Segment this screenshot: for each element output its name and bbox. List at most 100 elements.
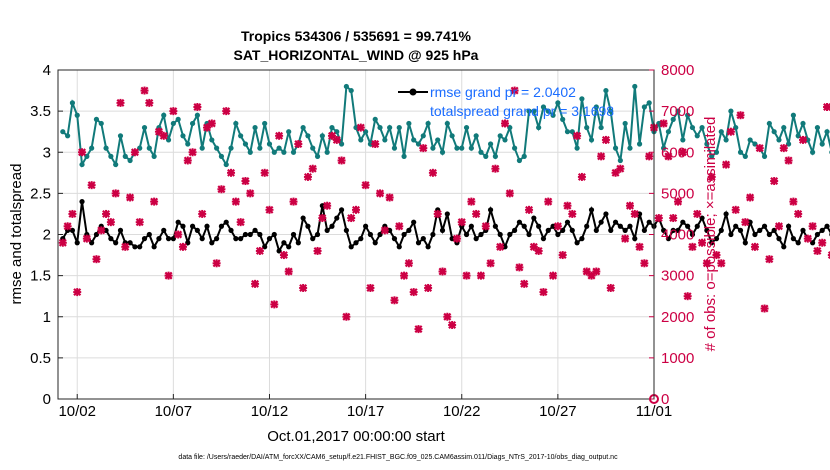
rmse-point [463,231,470,238]
totalspread-point [310,145,316,151]
rmse-point [521,223,527,229]
rmse-point [156,236,162,242]
obs-assimilated-point [808,222,817,231]
totalspread-point [329,124,335,131]
totalspread-point [617,157,623,164]
totalspread-point [382,137,388,143]
totalspread-point [670,116,676,122]
totalspread-point [612,145,619,151]
y-tick-label-right: 3000 [661,268,694,285]
obs-assimilated-point [130,148,139,157]
totalspread-point [141,124,148,131]
totalspread-point [319,133,325,139]
totalspread-point [641,104,647,110]
rmse-point [502,244,508,250]
y-tick-label-left: 1.5 [30,268,51,285]
totalspread-point [170,120,176,127]
rmse-point [612,219,619,225]
obs-assimilated-point [371,140,380,149]
rmse-point [319,203,325,209]
obs-assimilated-point [279,251,288,260]
totalspread-point [463,124,470,131]
totalspread-point [151,153,157,159]
totalspread-point [574,145,580,151]
totalspread-point [117,133,124,139]
obs-assimilated-point [294,140,303,149]
totalspread-point [584,124,590,131]
totalspread-point [699,124,705,131]
obs-assimilated-point [135,218,144,227]
chart-title-line2: SAT_HORIZONTAL_WIND @ 925 hPa [234,47,479,63]
rmse-point [103,227,109,233]
obs-assimilated-point [409,288,418,297]
rmse-point [516,219,523,225]
rmse-point [752,231,758,238]
totalspread-point [487,141,494,147]
obs-assimilated-point [174,230,183,239]
obs-assimilated-point [126,193,135,202]
obs-assimilated-point [625,201,634,210]
obs-assimilated-point [395,222,404,231]
obs-assimilated-point [481,222,490,231]
obs-assimilated-point [284,267,293,276]
obs-assimilated-point [246,189,255,198]
y-tick-label-right: 6000 [661,144,694,161]
obs-assimilated-point [414,325,423,334]
totalspread-point [218,153,225,159]
totalspread-point [550,112,556,118]
totalspread-point [742,153,748,159]
obs-assimilated-point [755,144,764,153]
totalspread-point [348,87,354,94]
totalspread-point [680,137,686,143]
obs-assimilated-point [803,234,812,243]
obs-assimilated-point [332,135,341,144]
rmse-point [742,240,748,246]
rmse-point [757,227,763,233]
totalspread-point [79,161,85,168]
obs-assimilated-point [87,181,96,190]
obs-assimilated-point [731,205,740,214]
obs-assimilated-point [140,86,149,95]
obs-assimilated-point [390,296,399,305]
totalspread-point [391,145,398,151]
x-tick-label: 10/17 [347,403,385,420]
totalspread-point [502,137,508,143]
obs-assimilated-point [674,197,683,206]
y-tick-label-right: 7000 [661,103,694,120]
rmse-line [61,201,830,254]
rmse-point [617,223,623,229]
obs-assimilated-point [318,214,327,223]
rmse-point [204,223,210,229]
obs-assimilated-point [68,209,77,218]
totalspread-point [420,133,426,139]
rmse-point [636,211,643,217]
rmse-point [334,215,340,221]
totalspread-point [766,120,772,127]
obs-assimilated-point [678,148,687,157]
totalspread-point [473,133,479,139]
rmse-point [622,227,628,233]
y-tick-label-left: 1 [43,309,51,326]
obs-assimilated-point [549,271,558,280]
totalspread-point [492,153,498,159]
y-tick-label-right: 1000 [661,350,694,367]
obs-assimilated-point [476,271,485,280]
totalspread-point [579,96,585,102]
rmse-point [723,211,729,217]
totalspread-point [286,129,292,135]
obs-assimilated-point [183,156,192,165]
obs-assimilated-point [323,201,332,210]
y-tick-label-left: 4 [43,62,51,79]
obs-assimilated-point [347,214,356,223]
obs-assimilated-point [693,209,702,218]
totalspread-point [439,149,446,155]
y-tick-label-right: 4000 [661,227,694,244]
totalspread-point [603,87,609,94]
obs-assimilated-point [217,185,226,194]
totalspread-point [223,161,229,168]
rmse-point [175,219,181,225]
obs-assimilated-point [366,283,375,292]
obs-assimilated-point [794,209,803,218]
x-tick-label: 10/07 [155,403,193,420]
